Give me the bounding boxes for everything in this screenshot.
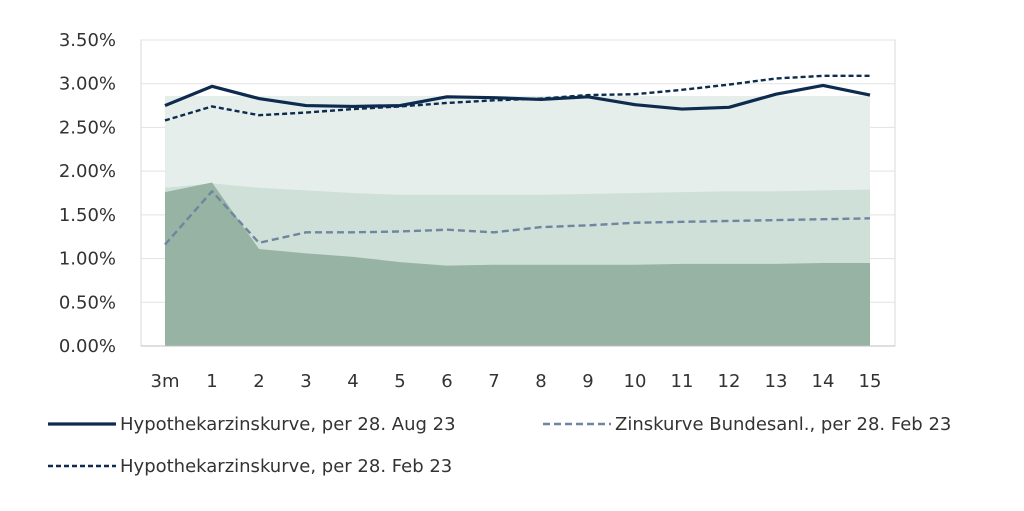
x-axis: 3m 1 2 3 4 5 6 7 8 9 10 11 12 13 14 15: [141, 345, 895, 392]
x-tick-label: 4: [347, 371, 358, 392]
y-tick-label: 2.00%: [59, 161, 116, 182]
legend-entry: Zinskurve Bundesanl., per 28. Feb 23: [543, 414, 951, 435]
x-tick-label: 12: [718, 371, 741, 392]
legend-label: Zinskurve Bundesanl., per 28. Feb 23: [615, 414, 951, 435]
y-tick-label: 0.50%: [59, 292, 116, 313]
x-tick-label: 15: [859, 371, 882, 392]
band-area-3: [165, 182, 870, 346]
y-tick-label: 0.00%: [59, 336, 116, 357]
y-tick-label: 1.50%: [59, 205, 116, 226]
x-tick-label: 8: [535, 371, 546, 392]
x-tick-label: 13: [765, 371, 788, 392]
x-tick-label: 9: [582, 371, 593, 392]
x-tick-label: 11: [671, 371, 694, 392]
x-tick-label: 14: [812, 371, 835, 392]
x-tick-label: 3m: [151, 371, 180, 392]
x-tick-label: 6: [441, 371, 452, 392]
legend-entry: Hypothekarzinskurve, per 28. Feb 23: [48, 456, 452, 477]
legend-entry: Hypothekarzinskurve, per 28. Aug 23: [48, 414, 456, 435]
series-line-2: [164, 190, 871, 246]
y-axis: 0.00% 0.50% 1.00% 1.50% 2.00% 2.50% 3.00% 3.50%: [59, 30, 116, 357]
y-tick-label: 1.00%: [59, 249, 116, 270]
series-line-3: [164, 74, 870, 122]
series-lines: [164, 74, 871, 246]
shaded-bands: [165, 95, 870, 346]
legend-label: Hypothekarzinskurve, per 28. Aug 23: [120, 414, 456, 435]
y-tick-label: 2.50%: [59, 117, 116, 138]
x-tick-label: 5: [394, 371, 405, 392]
legend-label: Hypothekarzinskurve, per 28. Feb 23: [120, 456, 452, 477]
y-tick-label: 3.00%: [59, 74, 116, 95]
x-tick-label: 10: [624, 371, 647, 392]
x-tick-label: 2: [253, 371, 264, 392]
y-tick-label: 3.50%: [59, 30, 116, 51]
x-tick-label: 1: [206, 371, 217, 392]
x-tick-label: 3: [300, 371, 311, 392]
legend: Hypothekarzinskurve, per 28. Aug 23 Zinsk…: [48, 414, 951, 477]
x-tick-label: 7: [488, 371, 499, 392]
